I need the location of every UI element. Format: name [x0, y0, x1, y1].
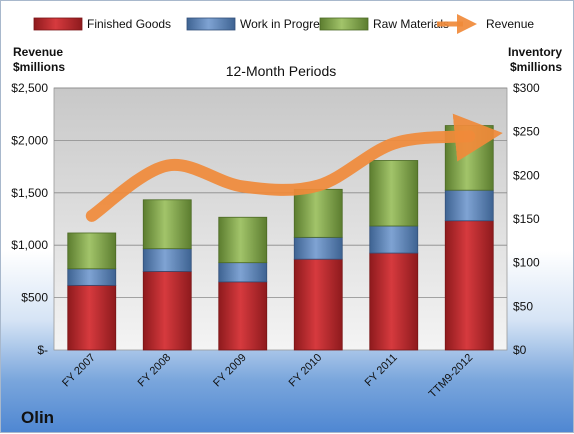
left-axis-tick-label: $500	[21, 291, 48, 305]
bar-raw-materials	[369, 160, 419, 227]
right-axis-tick-label: $200	[513, 168, 540, 182]
x-axis-tick-label: FY 2009	[211, 352, 249, 390]
bar-raw-materials	[67, 232, 117, 270]
x-axis-tick-label: FY 2008	[136, 352, 174, 390]
revenue-line-layer	[85, 113, 503, 222]
bar-work-in-progress	[444, 189, 494, 222]
company-name: Olin	[21, 408, 54, 427]
right-axis-tick-label: $300	[513, 81, 540, 95]
left-axis-tick-label: $1,500	[11, 186, 48, 200]
bar-work-in-progress	[142, 248, 192, 272]
bar-raw-materials	[218, 216, 268, 264]
bar-finished-goods	[218, 281, 268, 351]
bar-raw-materials	[142, 199, 192, 250]
bars	[67, 125, 494, 351]
right-axis-tick-label: $50	[513, 299, 533, 313]
left-axis-tick-label: $2,000	[11, 133, 48, 147]
plot-area	[53, 87, 508, 351]
right-axis-tick-label: $250	[513, 125, 540, 139]
bar-finished-goods	[142, 270, 192, 351]
legend-label-raw-materials: Raw Materials	[373, 17, 449, 31]
bar-finished-goods	[293, 258, 343, 351]
bar-finished-goods	[369, 252, 419, 351]
bar-work-in-progress	[67, 268, 117, 286]
left-axis-tick-label: $-	[37, 343, 48, 357]
right-axis-title-line1: Inventory	[508, 45, 562, 59]
left-axis-tick-label: $1,000	[11, 238, 48, 252]
legend-label-work-in-progress: Work in Progress	[240, 17, 332, 31]
x-axis-tick-label: FY 2007	[60, 352, 98, 390]
right-axis-tick-label: $100	[513, 256, 540, 270]
x-axis-tick-label: TTM9-2012	[427, 352, 476, 401]
legend-swatch-work-in-progress	[186, 17, 236, 31]
bar-work-in-progress	[293, 236, 343, 260]
bar-finished-goods	[67, 284, 117, 351]
left-axis-tick-label: $2,500	[11, 81, 48, 95]
x-axis-tick-label: FY 2011	[363, 352, 400, 389]
left-axis-title-line2: $millions	[13, 60, 65, 74]
right-axis-tick-label: $150	[513, 212, 540, 226]
chart-subtitle: 12-Month Periods	[226, 63, 337, 79]
bar-finished-goods	[444, 220, 494, 351]
x-axis-tick-label: FY 2010	[287, 352, 325, 390]
right-axis-title-line2: $millions	[510, 60, 562, 74]
bar-work-in-progress	[218, 262, 268, 283]
legend-label-finished-goods: Finished Goods	[87, 17, 171, 31]
revenue-line	[85, 113, 503, 222]
legend-label-revenue: Revenue	[486, 17, 534, 31]
legend-swatch-finished-goods	[33, 17, 83, 31]
left-axis-title-line1: Revenue	[13, 45, 63, 59]
bar-raw-materials	[293, 188, 343, 238]
bar-work-in-progress	[369, 225, 419, 254]
legend-swatch-raw-materials	[319, 17, 369, 31]
right-axis-tick-label: $0	[513, 343, 527, 357]
legend: Finished Goods Work in Progress Raw Mate…	[33, 14, 534, 34]
